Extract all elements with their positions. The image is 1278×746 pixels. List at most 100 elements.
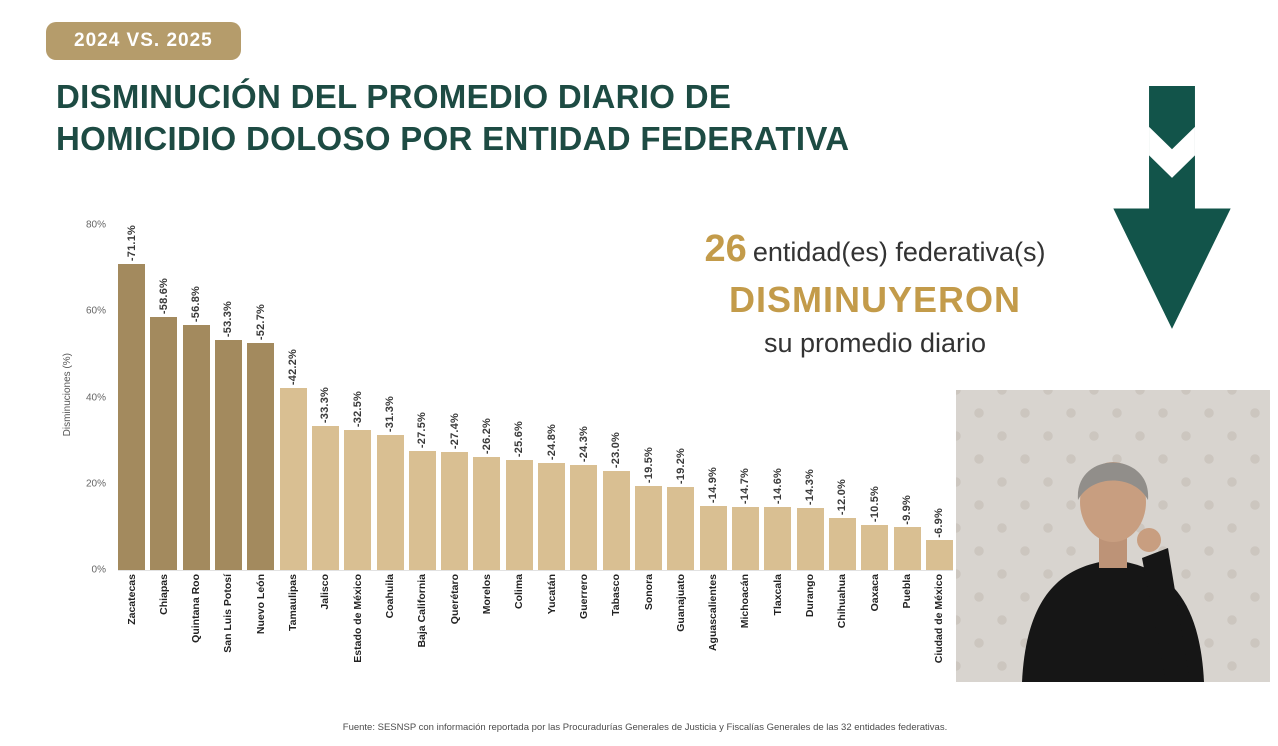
bar [247,342,275,570]
year-badge: 2024 VS. 2025 [46,22,241,60]
bar-plot: -71.1% -58.6% -56.8% -53.3% -52.7% -42.2% -33.… [118,225,953,571]
bar-value-label: -19.5% [642,446,655,483]
bar-column: -32.5% [344,225,372,570]
y-tick-label: 40% [85,392,106,403]
bar-value-label: -24.8% [545,424,558,461]
bar-value-label: -9.9% [901,494,913,525]
category-column: Querétaro [441,574,468,714]
y-axis: 0% 20% 40% 60% 80% [74,220,110,576]
bar-value-label: -27.4% [448,412,461,449]
category-column: San Luis Potosí [215,574,242,714]
sign-language-interpreter-photo [956,390,1270,682]
bar-column: -25.6% [505,225,533,570]
y-tick-label: 80% [85,219,106,231]
category-label: Zacatecas [125,574,138,625]
highlight-action: DISMINUYERON [728,279,1022,320]
category-column: Colima [506,574,533,714]
bar-value-label: -19.2% [674,448,687,485]
category-column: Chihuahua [829,574,856,714]
category-column: Nuevo León [247,574,274,714]
category-column: Yucatán [538,574,565,714]
bar-column: -10.5% [861,225,889,570]
bar-value-label: -31.3% [384,395,396,433]
category-label: Chihuahua [836,574,849,629]
category-column: Tabasco [603,574,630,714]
bar-value-label: -6.9% [933,507,946,538]
category-label: Tabasco [610,574,623,616]
bar-column: -26.2% [473,225,501,570]
bar [635,485,662,570]
bar [893,527,921,570]
bar-value-label: -12.0% [836,479,849,516]
source-note: Fuente: SESNSP con información reportada… [342,722,948,733]
category-column: Aguascalientes [700,574,727,714]
highlight-entities: entidad(es) federativa(s) [752,237,1046,267]
category-column: Oaxaca [861,574,888,714]
bar-value-label: -23.0% [610,431,623,468]
bar [214,340,242,570]
y-axis-label: Disminuciones (%) [62,353,73,437]
bar-column: -19.5% [635,225,662,570]
bar-value-label: -56.8% [190,286,203,323]
category-label: Guanajuato [674,574,687,632]
bar [828,518,856,570]
category-label: Ciudad de México [933,574,946,664]
bar [473,457,501,570]
bar-column: -53.3% [214,225,242,570]
bar [344,429,372,570]
y-tick-label: 0% [91,564,106,576]
bar [861,524,889,570]
bar [731,506,759,570]
category-column: Chiapas [150,574,177,714]
category-label: Yucatán [545,574,558,615]
highlight-count-line: 26 entidad(es) federativa(s) [655,228,1095,271]
category-label: Jalisco [319,574,332,610]
bar-column: -71.1% [118,225,145,570]
category-column: Guanajuato [667,574,694,714]
category-label: Aguascalientes [707,574,720,652]
bar-value-label: -33.3% [319,387,332,424]
category-column: Tlaxcala [764,574,791,714]
bar-column: -27.5% [408,225,436,570]
category-column: Tamaulipas [280,574,307,714]
bar-column: -24.8% [538,225,566,570]
category-label: Guerrero [577,574,590,619]
category-label: San Luis Potosí [222,574,235,653]
bar-column: -12.0% [828,225,856,570]
bar [796,508,824,570]
bar [150,317,178,570]
category-column: Baja California [409,574,436,714]
bar [699,505,727,570]
category-column: Coahuila [377,574,404,714]
bar [376,435,404,570]
category-column: Jalisco [312,574,339,714]
bar-column: -31.3% [376,225,404,570]
bar-column: -19.2% [667,225,695,570]
y-tick-label: 60% [85,305,106,317]
bar [311,426,339,570]
bar-column: -24.3% [570,225,598,570]
category-label: Chiapas [157,574,170,615]
bar-column: -58.6% [150,225,178,570]
bar-chart: Disminuciones (%) 0% 20% 40% 60% 80% -71.1% -… [60,220,955,714]
category-label: Querétaro [448,574,461,625]
bar-value-label: -14.3% [804,469,817,506]
highlight-count: 26 [704,228,747,270]
bar [602,470,630,570]
category-label: Tlaxcala [771,574,784,616]
bar-column: -14.3% [796,225,824,570]
bar-column: -6.9% [925,225,953,570]
bar-column: -33.3% [311,225,339,570]
bar-value-label: -42.2% [287,348,300,386]
category-column: Guerrero [570,574,597,714]
bar-value-label: -26.2% [480,417,493,455]
bar-value-label: -14.7% [739,467,752,504]
category-column: Puebla [894,574,921,714]
bar [408,451,436,570]
bar [764,507,792,570]
y-tick-label: 20% [85,478,106,490]
bar-column: -27.4% [441,225,469,570]
bar [570,465,598,570]
highlight-subtitle: su promedio diario [763,328,987,358]
bar-value-label: -52.7% [254,303,267,340]
